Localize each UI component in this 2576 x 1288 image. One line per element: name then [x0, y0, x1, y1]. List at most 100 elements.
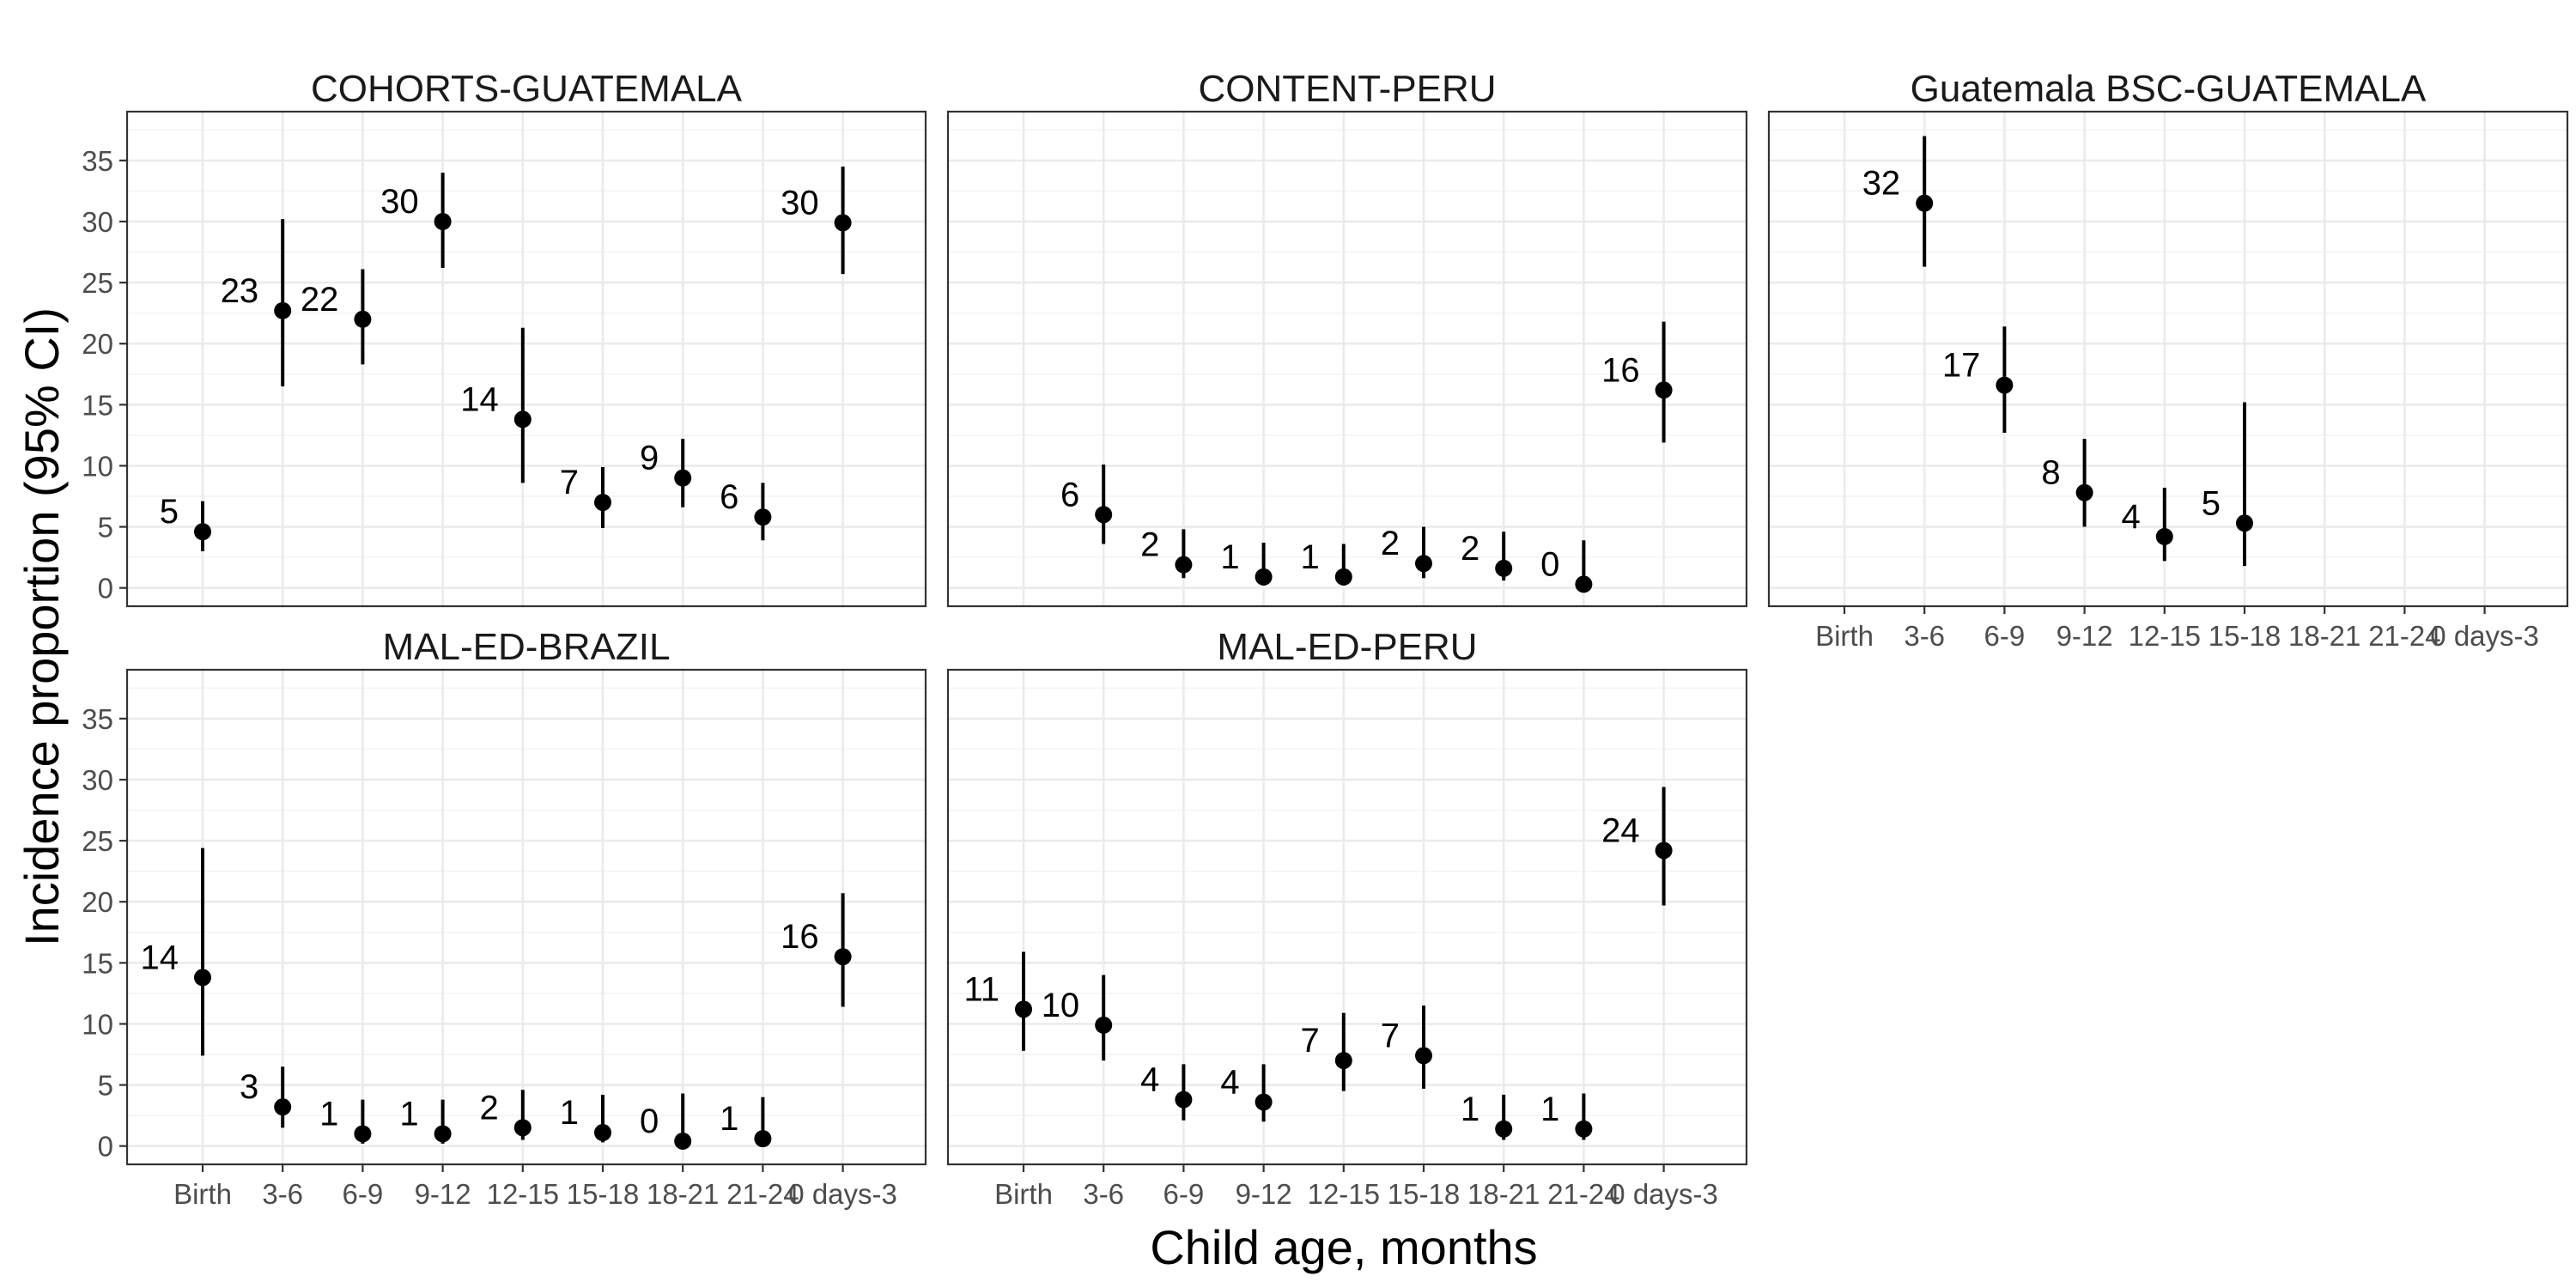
point-value-label: 1 — [319, 1095, 338, 1133]
data-point — [434, 213, 452, 230]
panel-title: COHORTS-GUATEMALA — [311, 68, 743, 110]
x-tick-label: 21-24 — [2368, 620, 2440, 652]
point-value-label: 6 — [720, 478, 738, 516]
panel-background — [948, 670, 1747, 1164]
data-point — [274, 1098, 292, 1116]
point-value-label: 6 — [1060, 476, 1079, 513]
x-tick-label: 3-6 — [262, 1178, 303, 1210]
data-point — [1255, 1093, 1273, 1111]
data-point — [1655, 381, 1673, 399]
x-tick-label: 3-6 — [1904, 620, 1945, 652]
point-value-label: 14 — [141, 939, 179, 976]
panel-title: CONTENT-PERU — [1198, 68, 1496, 110]
x-tick-label: 3-6 — [1083, 1178, 1124, 1210]
point-value-label: 22 — [301, 281, 339, 319]
point-value-label: 5 — [160, 493, 179, 531]
panel-background — [948, 112, 1747, 606]
data-point — [434, 1125, 452, 1143]
x-tick-label: 0 days-3 — [788, 1178, 897, 1210]
panel-border — [125, 110, 927, 608]
data-point — [1575, 575, 1593, 593]
data-point — [2075, 483, 2093, 501]
y-tick-label: 25 — [82, 825, 113, 857]
data-point — [1655, 841, 1673, 860]
point-value-label: 2 — [1381, 525, 1400, 562]
point-value-label: 1 — [1461, 1091, 1479, 1128]
data-point — [194, 969, 211, 987]
facet-panel-2: CONTENT-PERU 6 2 1 1 2 2 0 16 — [946, 68, 1748, 608]
panel-background — [127, 670, 926, 1164]
x-tick-label: 9-12 — [2057, 620, 2113, 652]
y-tick-label: 10 — [82, 1008, 113, 1040]
point-value-label: 17 — [1942, 347, 1981, 385]
point-value-label: 1 — [1301, 538, 1320, 576]
facet-panel-1: COHORTS-GUATEMALA 5 23 22 30 14 7 9 6 30 0 5 10 15 20 2… — [82, 68, 927, 608]
x-tick-label: 12-15 — [487, 1178, 559, 1210]
y-axis-title: Incidence proportion (95% CI) — [15, 307, 69, 946]
data-point — [1175, 556, 1193, 574]
y-tick-label: 20 — [82, 886, 113, 918]
panel-border — [946, 668, 1748, 1166]
point-value-label: 23 — [221, 272, 259, 310]
panel-border — [125, 668, 927, 1166]
x-tick-label: Birth — [1815, 620, 1874, 652]
panel-title: MAL-ED-BRAZIL — [383, 626, 671, 668]
data-point — [513, 410, 532, 428]
x-tick-label: 6-9 — [343, 1178, 384, 1210]
data-point — [513, 1119, 532, 1137]
x-tick-label: 9-12 — [1236, 1178, 1292, 1210]
y-tick-label: 35 — [82, 145, 113, 177]
data-point — [1334, 568, 1352, 586]
data-point — [1415, 555, 1432, 573]
point-value-label: 3 — [240, 1068, 258, 1106]
x-axis-title: Child age, months — [1150, 1220, 1537, 1274]
y-tick-label: 25 — [82, 267, 113, 299]
point-value-label: 7 — [560, 464, 579, 501]
point-value-label: 4 — [1140, 1061, 1159, 1099]
data-point — [1575, 1120, 1593, 1138]
point-value-label: 2 — [480, 1089, 499, 1127]
data-point — [194, 523, 211, 541]
y-tick-label: 0 — [98, 573, 113, 605]
data-point — [594, 494, 611, 512]
data-point — [2236, 514, 2253, 532]
point-value-label: 7 — [1381, 1017, 1400, 1054]
x-tick-label: 18-21 — [647, 1178, 719, 1210]
data-point — [1495, 1120, 1513, 1138]
data-point — [1015, 1000, 1032, 1018]
panel-border — [946, 110, 1748, 608]
point-value-label: 9 — [640, 440, 659, 477]
point-value-label: 1 — [1540, 1091, 1559, 1128]
data-point — [1255, 568, 1273, 586]
x-tick-label: 6-9 — [1163, 1178, 1205, 1210]
point-value-label: 1 — [1220, 538, 1239, 576]
data-point — [2155, 527, 2173, 545]
data-point — [1095, 1016, 1113, 1034]
point-value-label: 5 — [2202, 484, 2221, 522]
point-value-label: 1 — [399, 1095, 418, 1133]
panel-border — [1767, 110, 2569, 608]
x-tick-label: 9-12 — [415, 1178, 471, 1210]
point-value-label: 4 — [2122, 498, 2141, 536]
data-point — [834, 214, 852, 232]
data-point — [354, 310, 372, 328]
point-value-label: 32 — [1862, 165, 1901, 203]
data-point — [274, 301, 292, 319]
point-value-label: 14 — [460, 380, 499, 418]
point-value-label: 8 — [2041, 454, 2060, 492]
x-tick-label: 6-9 — [1984, 620, 2026, 652]
data-point — [1996, 376, 2014, 394]
x-tick-label: 15-18 — [1388, 1178, 1460, 1210]
y-tick-label: 5 — [98, 512, 113, 544]
point-value-label: 0 — [1540, 545, 1559, 583]
x-tick-label: 12-15 — [1308, 1178, 1380, 1210]
point-value-label: 1 — [720, 1100, 738, 1138]
point-value-label: 4 — [1220, 1063, 1239, 1101]
point-value-label: 16 — [1601, 351, 1640, 389]
data-point — [1175, 1091, 1193, 1109]
y-tick-label: 5 — [98, 1070, 113, 1102]
